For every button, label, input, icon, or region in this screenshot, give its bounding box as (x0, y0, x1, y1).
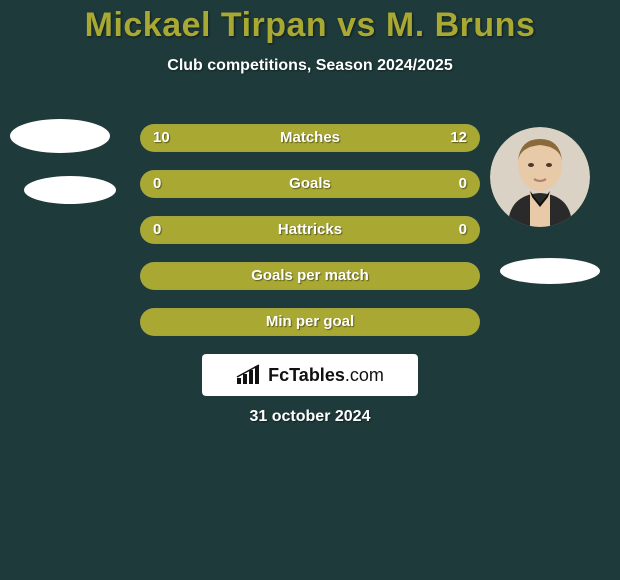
date-text: 31 october 2024 (0, 408, 620, 426)
logo-suffix: .com (345, 365, 384, 385)
logo-text: FcTables.com (268, 365, 384, 386)
player-right-avatar (490, 127, 590, 227)
infographic-canvas: Mickael Tirpan vs M. Bruns Club competit… (0, 0, 620, 580)
bar-right-fill (310, 217, 479, 243)
bar-left-fill (141, 125, 293, 151)
bar-row: Matches1012 (140, 124, 480, 152)
subtitle: Club competitions, Season 2024/2025 (0, 57, 620, 75)
player-left-avatar-secondary (24, 176, 116, 204)
bar-row: Goals00 (140, 170, 480, 198)
player-left-avatar (10, 119, 110, 153)
bar-left-fill (141, 217, 310, 243)
bar-row: Min per goal (140, 308, 480, 336)
bars-icon (236, 364, 262, 386)
logo-brand: FcTables (268, 365, 345, 385)
comparison-bars: Matches1012 Goals00 Hattricks00 Goals per m… (140, 124, 480, 354)
player-photo-icon (490, 127, 590, 227)
bar-row: Goals per match (140, 262, 480, 290)
bar-right-fill (310, 263, 479, 289)
bar-right-fill (310, 171, 479, 197)
bar-left-fill (141, 309, 310, 335)
page-title: Mickael Tirpan vs M. Bruns (0, 0, 620, 45)
bar-right-fill (310, 309, 479, 335)
bar-left-fill (141, 171, 310, 197)
bar-row: Hattricks00 (140, 216, 480, 244)
bar-left-fill (141, 263, 310, 289)
bar-right-fill (293, 125, 479, 151)
player-right-avatar-secondary (500, 258, 600, 284)
logo-box: FcTables.com (202, 354, 418, 396)
